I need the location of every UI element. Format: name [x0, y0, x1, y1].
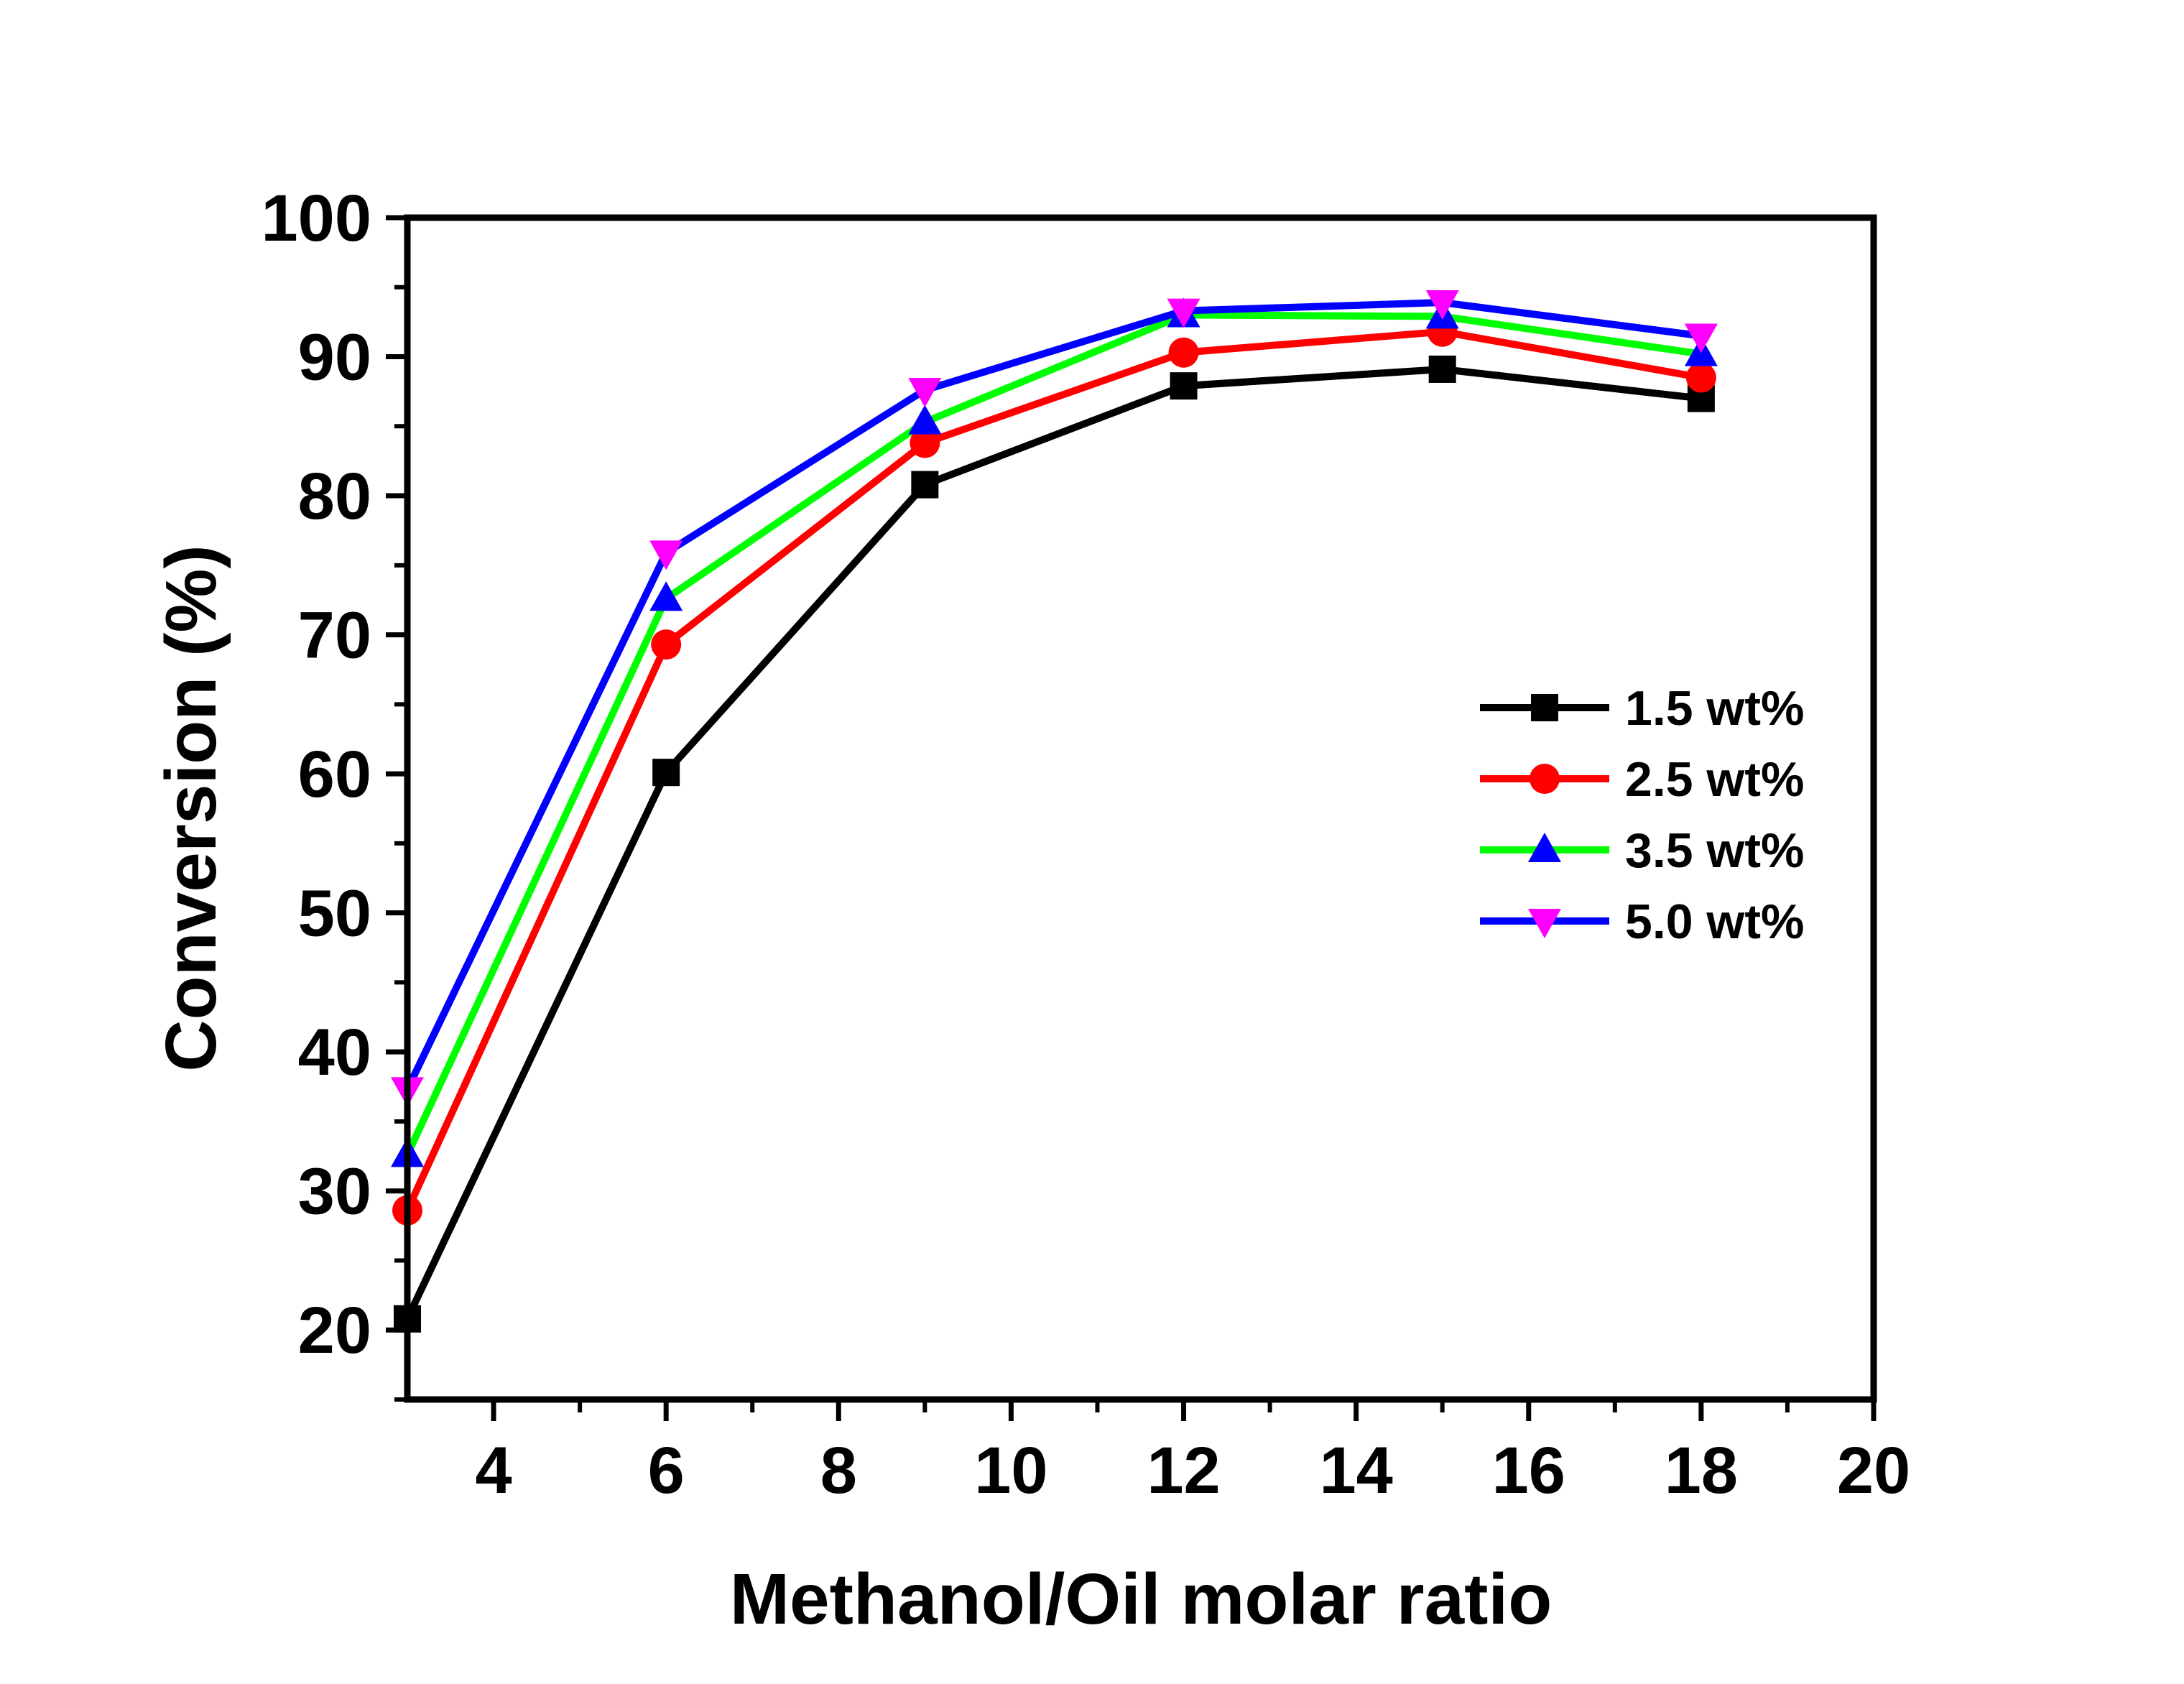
x-tick-label: 18: [1665, 1434, 1738, 1507]
y-tick-label: 40: [298, 1016, 371, 1089]
data-point: [911, 471, 939, 499]
y-axis-title: Conversion (%): [151, 545, 231, 1071]
y-tick-label: 60: [298, 738, 371, 811]
data-point: [1168, 337, 1199, 368]
legend-label: 1.5 wt%: [1625, 681, 1804, 736]
y-tick-label: 20: [298, 1294, 371, 1367]
legend-item: 1.5 wt%: [1480, 681, 1804, 736]
legend: 1.5 wt% 2.5 wt% 3.5 wt% 5.0 wt%: [1480, 681, 1804, 949]
series-line: [404, 365, 1702, 1320]
legend-marker: [1528, 909, 1561, 938]
legend-label: 3.5 wt%: [1625, 823, 1804, 878]
y-tick-label: 50: [298, 877, 371, 950]
series-line: [404, 328, 1702, 1212]
x-axis-title: Methanol/Oil molar ratio: [730, 1559, 1553, 1639]
series-line: [404, 299, 1702, 1091]
data-point: [910, 427, 940, 458]
y-tick-label: 80: [298, 460, 371, 533]
y-tick-label: 70: [298, 599, 371, 672]
x-tick-label: 4: [475, 1434, 512, 1507]
x-tick-label: 14: [1319, 1434, 1392, 1507]
data-point: [1167, 298, 1200, 328]
data-point: [1685, 362, 1716, 393]
legend-item: 3.5 wt%: [1480, 823, 1804, 878]
data-point: [908, 404, 942, 435]
legend-marker: [1530, 764, 1560, 794]
data-point: [1684, 323, 1718, 353]
x-tick-label: 6: [648, 1434, 685, 1507]
y-tick-label: 90: [298, 321, 371, 394]
x-tick-label: 10: [974, 1434, 1047, 1507]
legend-item: 5.0 wt%: [1480, 894, 1804, 949]
series-line: [404, 311, 1702, 1157]
axis-layer: 4 6 8 10 12 14 16 18 20 20 30 40 50 60 70 80 90 100: [262, 182, 1911, 1507]
data-point: [652, 759, 680, 787]
y-tick-label: 30: [298, 1155, 371, 1229]
data-point: [908, 377, 942, 407]
data-point: [651, 629, 682, 660]
x-tick-label: 20: [1837, 1434, 1910, 1507]
x-tick-label: 16: [1492, 1434, 1565, 1507]
x-tick-label: 12: [1147, 1434, 1220, 1507]
data-point: [649, 540, 683, 570]
legend-label: 5.0 wt%: [1625, 894, 1804, 949]
y-tick-label: 100: [262, 182, 372, 255]
x-tick-label: 8: [820, 1434, 857, 1507]
data-point: [1170, 372, 1198, 400]
legend-item: 2.5 wt%: [1480, 752, 1804, 807]
plot-frame: [404, 214, 1877, 1403]
series-layer: [391, 290, 1718, 1333]
legend-marker: [1528, 833, 1561, 862]
data-point: [1425, 290, 1459, 320]
data-point: [649, 581, 683, 611]
legend-marker: [1531, 694, 1558, 721]
legend-label: 2.5 wt%: [1625, 752, 1804, 807]
data-point: [1428, 355, 1456, 383]
